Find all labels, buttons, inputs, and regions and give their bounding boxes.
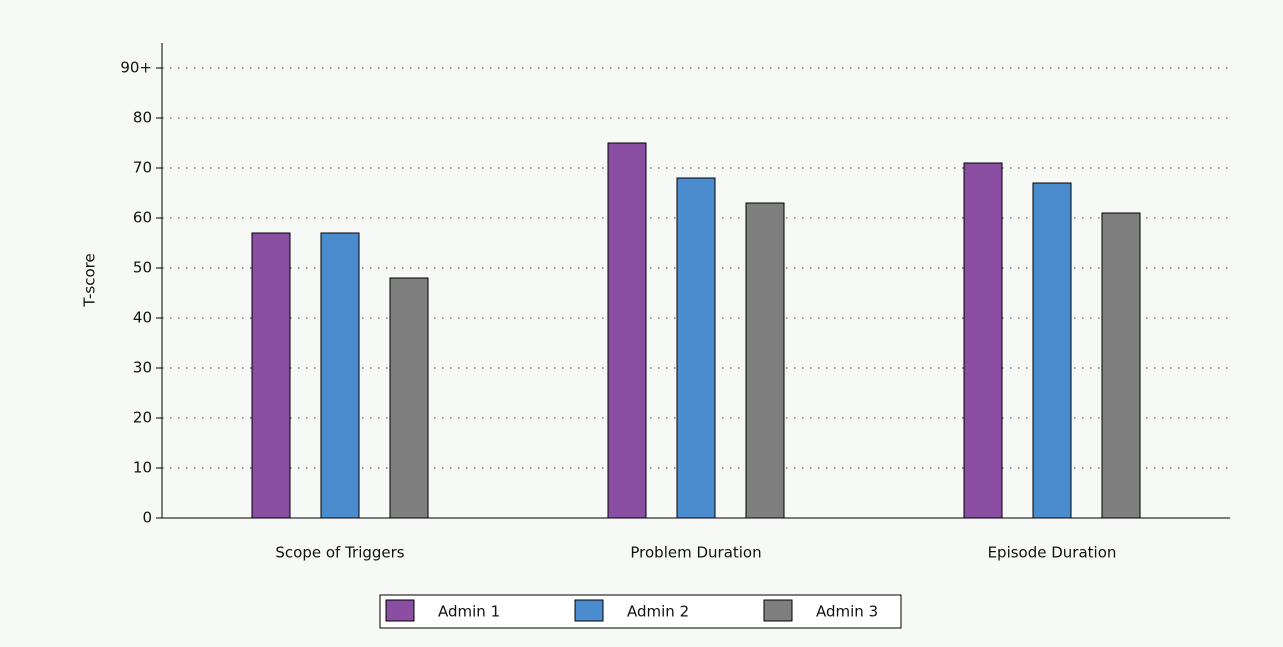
y-tick-label: 30 xyxy=(133,359,152,377)
y-tick-label: 0 xyxy=(142,509,152,527)
legend-swatch xyxy=(763,599,793,622)
bar xyxy=(607,142,647,519)
legend-box xyxy=(379,594,902,629)
x-tick-label: Episode Duration xyxy=(988,544,1117,562)
bar xyxy=(1101,212,1141,519)
y-tick-label: 40 xyxy=(133,309,152,327)
y-tick-label: 20 xyxy=(133,409,152,427)
legend-label: Admin 3 xyxy=(816,603,878,621)
y-tick-label: 10 xyxy=(133,459,152,477)
legend-label: Admin 2 xyxy=(627,603,689,621)
legend-swatch xyxy=(385,599,415,622)
y-tick-label: 80 xyxy=(133,109,152,127)
bar xyxy=(389,277,429,519)
y-tick-label: 60 xyxy=(133,209,152,227)
bar xyxy=(320,232,360,519)
legend-swatch xyxy=(574,599,604,622)
x-tick-label: Problem Duration xyxy=(630,544,761,562)
bar xyxy=(1032,182,1072,519)
x-tick-label: Scope of Triggers xyxy=(275,544,404,562)
bar xyxy=(676,177,716,519)
legend-label: Admin 1 xyxy=(438,603,500,621)
y-tick-label: 70 xyxy=(133,159,152,177)
bar xyxy=(745,202,785,519)
y-tick-label: 50 xyxy=(133,259,152,277)
bar xyxy=(251,232,291,519)
y-tick-label: 90+ xyxy=(120,59,152,77)
bar xyxy=(963,162,1003,519)
y-axis-label: T-score xyxy=(81,253,99,308)
